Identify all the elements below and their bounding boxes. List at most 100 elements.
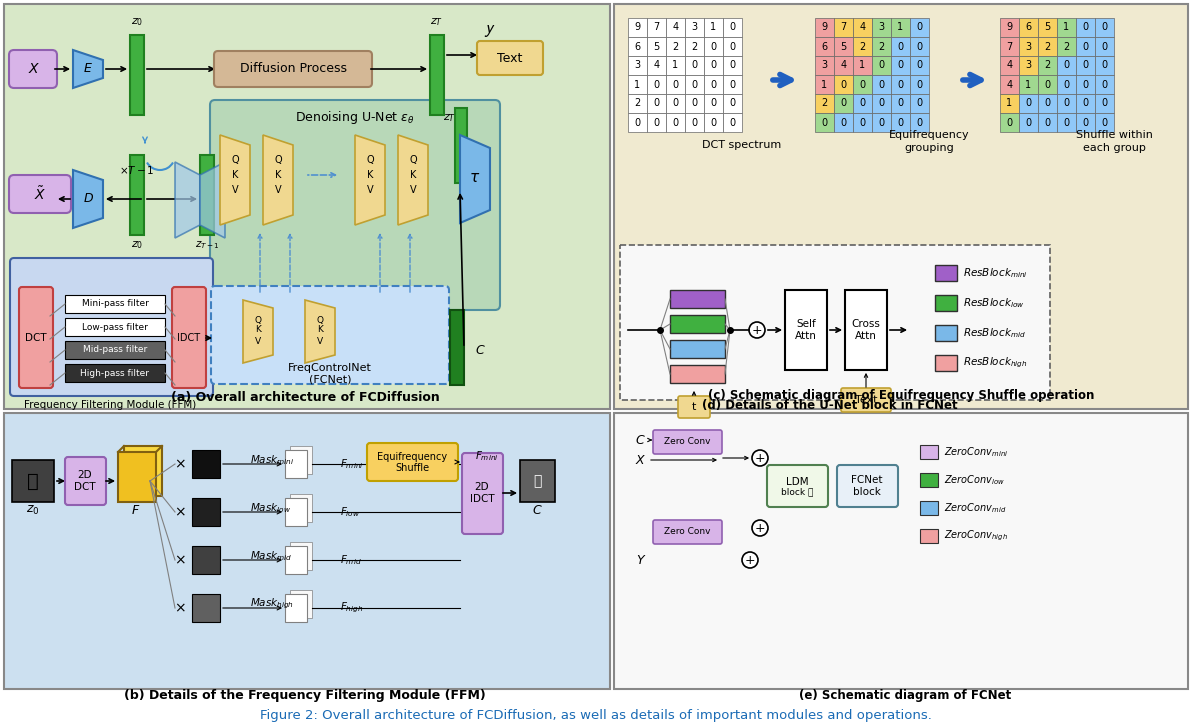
Text: 0: 0 (730, 41, 735, 52)
Text: 0: 0 (1101, 118, 1107, 128)
Bar (685, 56, 704, 75)
Bar (192, 450, 221, 478)
Text: $Mask_{mini}$: $Mask_{mini}$ (250, 453, 294, 467)
Bar (909, 18, 929, 37)
Bar (628, 56, 647, 75)
Text: $ResBlock_{low}$: $ResBlock_{low}$ (963, 296, 1024, 310)
Text: 2: 2 (879, 41, 884, 52)
Polygon shape (263, 135, 293, 225)
Bar (1095, 113, 1115, 132)
Bar (647, 56, 666, 75)
Bar (66, 295, 164, 313)
FancyBboxPatch shape (367, 443, 458, 481)
Text: 1: 1 (821, 80, 827, 89)
Circle shape (752, 450, 768, 466)
Text: 0: 0 (691, 60, 697, 70)
Text: High-pass filter: High-pass filter (81, 369, 149, 378)
Text: K: K (410, 170, 416, 180)
Bar (724, 113, 741, 132)
Bar (118, 452, 156, 502)
Bar (834, 94, 853, 113)
Text: Q: Q (366, 155, 374, 165)
Text: $\tilde{X}$: $\tilde{X}$ (33, 185, 46, 203)
Bar (1000, 56, 1019, 75)
Bar (192, 594, 221, 622)
Text: C: C (635, 433, 645, 446)
Bar (935, 355, 957, 371)
Bar (1095, 94, 1115, 113)
Text: (d) Details of the U-Net block in FCNet: (d) Details of the U-Net block in FCNet (702, 399, 958, 412)
Text: 0: 0 (898, 118, 904, 128)
Text: $ResBlock_{mini}$: $ResBlock_{mini}$ (963, 266, 1028, 280)
Bar (834, 113, 853, 132)
Bar (1057, 113, 1076, 132)
Text: Denoising U-Net $\epsilon_{\theta}$: Denoising U-Net $\epsilon_{\theta}$ (296, 110, 415, 126)
Text: DCT: DCT (25, 333, 46, 343)
Bar (614, 4, 1188, 409)
Text: 5: 5 (1044, 23, 1050, 33)
Text: 6: 6 (634, 41, 640, 52)
Text: 0: 0 (917, 118, 923, 128)
Bar (666, 18, 685, 37)
Text: 0: 0 (1082, 99, 1088, 108)
Text: $\times T-1$: $\times T-1$ (119, 164, 155, 176)
Bar (628, 18, 647, 37)
Text: 7: 7 (653, 23, 659, 33)
Text: 0: 0 (691, 99, 697, 108)
Text: 0: 0 (917, 80, 923, 89)
Bar (1076, 113, 1095, 132)
Bar (853, 75, 873, 94)
Bar (815, 37, 834, 56)
Text: 0: 0 (898, 41, 904, 52)
Bar (1038, 113, 1057, 132)
Bar (890, 18, 909, 37)
Bar (130, 35, 144, 115)
Text: 2D
DCT: 2D DCT (74, 470, 95, 492)
Bar (853, 18, 873, 37)
Text: 0: 0 (1101, 60, 1107, 70)
Text: 0: 0 (898, 60, 904, 70)
Text: 0: 0 (710, 41, 716, 52)
Text: 0: 0 (653, 118, 659, 128)
Bar (815, 75, 834, 94)
Text: Frequency Filtering Module (FFM): Frequency Filtering Module (FFM) (24, 400, 197, 410)
Text: $z_{T-1}$: $z_{T-1}$ (194, 239, 219, 251)
Bar (890, 37, 909, 56)
Bar (815, 94, 834, 113)
Bar (12, 460, 54, 502)
Bar (724, 18, 741, 37)
Bar (451, 310, 464, 385)
Text: Figure 2: Overall architecture of FCDiffusion, as well as details of important m: Figure 2: Overall architecture of FCDiff… (260, 709, 932, 722)
Text: 0: 0 (840, 80, 846, 89)
Polygon shape (243, 300, 273, 363)
Text: 3: 3 (691, 23, 697, 33)
Bar (920, 529, 938, 543)
Text: Equifrequency: Equifrequency (889, 130, 969, 140)
Bar (66, 341, 164, 359)
Text: Text: Text (497, 52, 522, 65)
Bar (666, 56, 685, 75)
Bar (670, 290, 725, 308)
Bar (1038, 37, 1057, 56)
Text: 4: 4 (1006, 80, 1012, 89)
Text: $F_{mid}$: $F_{mid}$ (340, 553, 361, 567)
Text: 0: 0 (710, 118, 716, 128)
FancyBboxPatch shape (477, 41, 544, 75)
Text: $F_{high}$: $F_{high}$ (340, 601, 364, 615)
Text: 0: 0 (691, 118, 697, 128)
Bar (815, 113, 834, 132)
Text: IDCT: IDCT (178, 333, 200, 343)
Text: 9: 9 (634, 23, 640, 33)
FancyBboxPatch shape (766, 465, 828, 507)
Bar (724, 75, 741, 94)
Text: 6: 6 (1025, 23, 1031, 33)
Text: 0: 0 (1082, 60, 1088, 70)
Bar (124, 446, 162, 496)
Text: 1: 1 (1025, 80, 1031, 89)
Text: K: K (255, 325, 261, 335)
Polygon shape (73, 170, 103, 228)
Bar (909, 113, 929, 132)
Circle shape (752, 520, 768, 536)
Bar (685, 18, 704, 37)
Bar (647, 37, 666, 56)
